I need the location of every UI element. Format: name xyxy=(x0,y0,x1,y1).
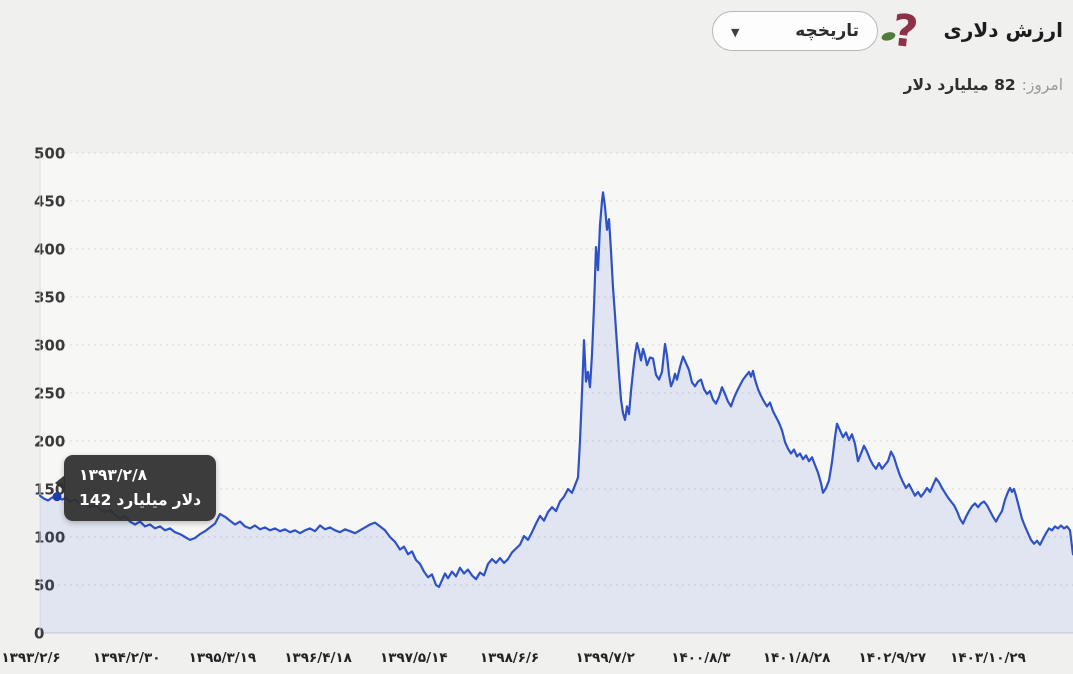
page-title: ارزش دلاری xyxy=(943,18,1064,42)
x-axis-label: ۱۳۹۵/۳/۱۹ xyxy=(189,650,257,666)
today-value: 82 میلیارد دلار xyxy=(903,76,1016,94)
x-axis-label: ۱۳۹۳/۲/۶ xyxy=(1,650,60,666)
tooltip-value-number: 142 xyxy=(79,491,112,509)
x-axis-label: ۱۳۹۹/۷/۲ xyxy=(576,650,636,666)
y-axis-label: 250 xyxy=(34,385,65,403)
svg-text:?: ? xyxy=(890,8,921,56)
today-status: امروز: 82 میلیارد دلار xyxy=(904,76,1063,94)
tooltip-date: ۱۳۹۳/۲/۸ xyxy=(79,466,148,484)
y-axis-label: 500 xyxy=(34,145,65,163)
x-axis-label: ۱۴۰۲/۹/۲۷ xyxy=(859,650,927,666)
y-axis-label: 350 xyxy=(34,289,65,307)
tooltip-value: 142 میلیارد دلار xyxy=(79,491,201,509)
x-axis-label: ۱۴۰۰/۸/۳ xyxy=(671,650,731,666)
history-dropdown[interactable]: تاریخچه ▼ xyxy=(712,11,878,51)
x-axis-label: ۱۴۰۱/۸/۲۸ xyxy=(763,650,831,666)
x-axis-label: ۱۳۹۸/۶/۶ xyxy=(480,650,539,666)
series-area xyxy=(40,192,1073,633)
x-axis-label: ۱۳۹۴/۲/۳۰ xyxy=(93,650,161,666)
y-axis-label: 400 xyxy=(34,241,65,259)
series-line xyxy=(38,191,1073,588)
dropdown-caret-icon: ▼ xyxy=(731,25,740,39)
tooltip-value-unit: میلیارد xyxy=(116,491,168,509)
today-label: امروز: xyxy=(1021,76,1063,94)
x-axis-label: ۱۴۰۳/۱۰/۲۹ xyxy=(950,650,1026,666)
tooltip-pointer-icon xyxy=(55,475,65,491)
y-axis-label: 0 xyxy=(34,625,44,643)
x-axis-label: ۱۳۹۷/۵/۱۴ xyxy=(380,650,448,666)
tooltip-value-currency: دلار xyxy=(172,491,202,509)
y-axis-label: 450 xyxy=(34,193,65,211)
x-axis-label: ۱۳۹۶/۴/۱۸ xyxy=(284,650,352,666)
chart-tooltip: ۱۳۹۳/۲/۸ 142 میلیارد دلار xyxy=(55,455,217,521)
y-axis-label: 200 xyxy=(34,433,65,451)
y-axis-label: 300 xyxy=(34,337,65,355)
y-axis-label: 100 xyxy=(34,529,65,547)
history-dropdown-label: تاریخچه xyxy=(795,21,859,41)
question-mark-logo-icon: ? xyxy=(881,5,927,58)
y-axis-label: 50 xyxy=(34,577,55,595)
highlighted-point[interactable] xyxy=(52,492,62,502)
